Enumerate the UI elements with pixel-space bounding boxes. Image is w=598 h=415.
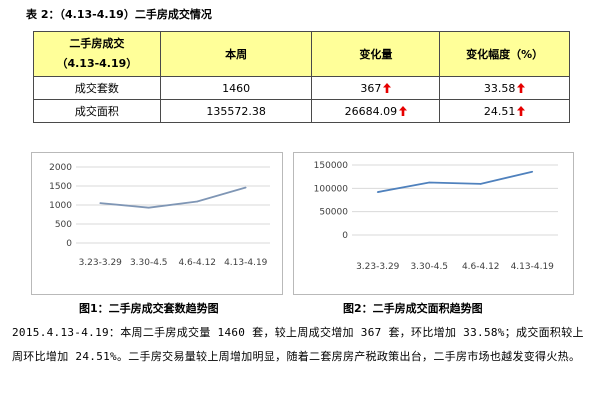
- up-arrow-icon: [399, 105, 408, 116]
- x-tick-label: 4.13-4.19: [511, 262, 555, 272]
- series-line: [377, 170, 533, 193]
- data-point: [196, 200, 199, 203]
- table-title: 表 2：（4.13-4.19）二手房成交情况: [26, 8, 212, 21]
- header-change-rate: 变化幅度（%）: [439, 31, 570, 77]
- up-arrow-icon: [517, 105, 526, 116]
- row-label: 成交面积: [33, 99, 161, 123]
- cell-pct: 24.51: [439, 99, 570, 123]
- chart1-caption: 图1：二手房成交套数趋势图: [79, 302, 219, 315]
- x-tick-label: 4.6-4.12: [178, 258, 216, 268]
- cell-week: 135572.38: [159, 99, 313, 123]
- table-row: 成交面积 135572.38 26684.09 24.51: [33, 99, 570, 123]
- change-value: 367: [360, 81, 382, 95]
- units-trend-chart: 0 500 1000 1500 2000 3.23-3.29 3.30-4.5 4.6-4.1…: [31, 152, 283, 295]
- series-line: [100, 186, 246, 209]
- cell-week: 1460: [159, 76, 313, 100]
- x-tick-label: 3.30-4.5: [410, 262, 448, 272]
- x-tick-label: 3.23-3.29: [79, 258, 123, 268]
- y-tick-label: 1000: [49, 201, 72, 211]
- header-this-week: 本周: [159, 31, 313, 77]
- change-value: 26684.09: [344, 104, 398, 118]
- header-category-line2: （4.13-4.19）: [56, 57, 138, 70]
- pct-value: 33.58: [483, 81, 516, 95]
- header-category: 二手房成交 （4.13-4.19）: [33, 31, 161, 77]
- table-row: 成交套数 1460 367 33.58: [33, 76, 570, 100]
- data-point: [376, 191, 379, 193]
- row-label: 成交套数: [33, 76, 161, 100]
- y-tick-label: 0: [342, 231, 348, 241]
- cell-pct: 33.58: [439, 76, 570, 100]
- data-point: [479, 183, 482, 185]
- data-point: [99, 202, 102, 204]
- pct-value: 24.51: [483, 104, 516, 118]
- up-arrow-icon: [517, 82, 526, 93]
- y-tick-label: 500: [55, 220, 72, 230]
- y-tick-label: 50000: [319, 208, 348, 218]
- table-header-row: 二手房成交 （4.13-4.19） 本周 变化量 变化幅度（%）: [33, 31, 570, 77]
- x-tick-label: 4.6-4.12: [462, 262, 500, 272]
- data-point: [531, 170, 534, 173]
- up-arrow-icon: [383, 82, 392, 93]
- header-category-line1: 二手房成交: [69, 37, 125, 50]
- y-tick-label: 0: [66, 239, 72, 249]
- y-tick-label: 1500: [49, 182, 72, 192]
- cell-change: 26684.09: [311, 99, 441, 123]
- cell-change: 367: [311, 76, 441, 100]
- x-tick-label: 3.23-3.29: [356, 262, 400, 272]
- summary-paragraph: 2015.4.13-4.19：本周二手房成交量 1460 套，较上周成交增加 3…: [12, 326, 584, 363]
- data-point: [244, 186, 247, 189]
- header-change: 变化量: [311, 31, 441, 77]
- y-tick-label: 2000: [49, 163, 72, 173]
- y-tick-label: 150000: [314, 161, 349, 171]
- data-point: [147, 206, 150, 209]
- data-point: [428, 181, 431, 184]
- chart-svg: 0 50000 100000 150000 3.23-3.29 3.30-4.5 4.6-4…: [314, 161, 558, 272]
- chart2-caption: 图2：二手房成交面积趋势图: [343, 302, 483, 315]
- area-trend-chart: 0 50000 100000 150000 3.23-3.29 3.30-4.5 4.6-4…: [293, 152, 574, 295]
- chart-svg: 0 500 1000 1500 2000 3.23-3.29 3.30-4.5 4.6-4.1…: [49, 163, 270, 268]
- y-tick-label: 100000: [314, 184, 349, 194]
- transaction-table: 二手房成交 （4.13-4.19） 本周 变化量 变化幅度（%） 成交套数 14…: [33, 31, 570, 123]
- x-tick-label: 4.13-4.19: [224, 258, 268, 268]
- x-tick-label: 3.30-4.5: [130, 258, 168, 268]
